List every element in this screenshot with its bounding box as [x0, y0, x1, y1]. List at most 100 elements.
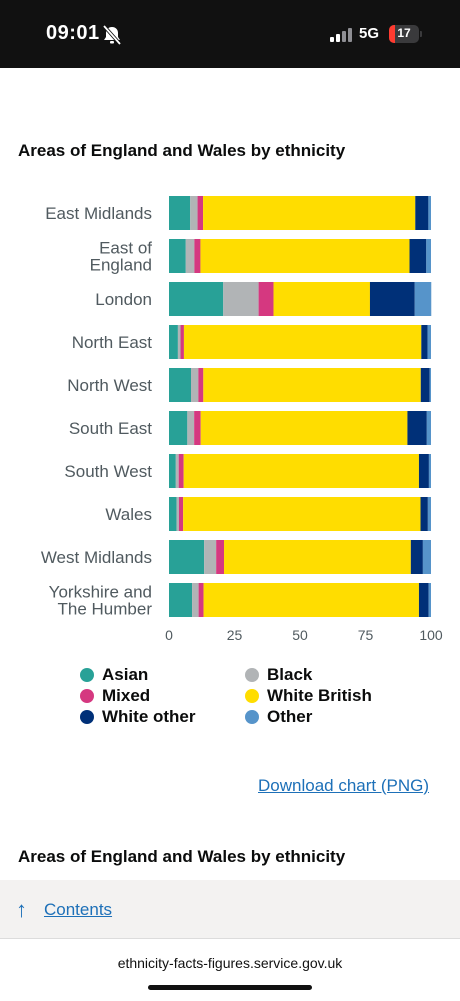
bar-segment: [414, 282, 432, 316]
bar-segment: [169, 239, 186, 273]
legend-swatch: [80, 710, 94, 724]
bar-segment: [203, 196, 416, 230]
bar-segment: [169, 282, 224, 316]
category-label: South West: [64, 462, 152, 481]
bar-segment: [183, 325, 422, 359]
category-label: West Midlands: [41, 548, 152, 567]
x-tick-label: 75: [358, 627, 374, 643]
url-text: ethnicity-facts-figures.service.gov.uk: [117, 955, 343, 971]
bar-segment: [169, 325, 178, 359]
bar-segment: [175, 454, 179, 488]
bar-segment: [194, 411, 201, 445]
bar-segment: [169, 368, 192, 402]
browser-url-bar[interactable]: ethnicity-facts-figures.service.gov.uk: [0, 938, 460, 1001]
category-label: North East: [72, 333, 153, 352]
bar-segment: [169, 583, 193, 617]
bar-segment: [187, 411, 195, 445]
category-label: Wales: [105, 505, 152, 524]
bar-segment: [273, 282, 370, 316]
x-tick-label: 100: [419, 627, 443, 643]
bar-segment: [428, 583, 431, 617]
bar-segment: [258, 282, 274, 316]
category-label: East of England: [90, 239, 153, 275]
bar-segment: [177, 325, 181, 359]
chart-heading: Areas of England and Wales by ethnicity: [18, 141, 346, 160]
bar-segment: [203, 368, 421, 402]
bar-segment: [169, 411, 188, 445]
bar-segment: [369, 282, 415, 316]
arrow-up-icon: ↑: [16, 897, 27, 922]
bar-segment: [169, 497, 177, 531]
silent-bell-icon: [102, 25, 122, 45]
bar-segment: [185, 239, 195, 273]
x-tick-label: 50: [292, 627, 308, 643]
category-label: North West: [67, 376, 152, 395]
legend-label: Mixed: [102, 686, 151, 705]
x-tick-label: 0: [165, 627, 173, 643]
download-chart-link[interactable]: Download chart (PNG): [258, 776, 430, 795]
contents-bar: ↑ Contents: [0, 880, 460, 938]
bar-segment: [169, 540, 205, 574]
bar-segment: [203, 583, 419, 617]
status-time: 09:01: [46, 22, 100, 44]
bar-segment: [200, 411, 408, 445]
legend-label: White other: [102, 707, 196, 726]
bar-segment: [428, 196, 431, 230]
category-label: East Midlands: [45, 204, 152, 223]
bar-segment: [194, 239, 201, 273]
category-label: London: [95, 290, 152, 309]
battery-icon: 17: [389, 25, 419, 43]
bar-segment: [428, 454, 431, 488]
bar-segment: [197, 196, 204, 230]
legend-label: Asian: [102, 665, 149, 684]
bar-segment: [169, 196, 191, 230]
bar-segment: [176, 497, 179, 531]
legend-swatch: [245, 710, 259, 724]
bar-segment: [190, 196, 198, 230]
bar-segment: [420, 497, 428, 531]
bar-segment: [418, 454, 429, 488]
network-type: 5G: [359, 25, 380, 42]
bar-segment: [418, 583, 429, 617]
bar-segment: [415, 196, 429, 230]
bar-segment: [216, 540, 225, 574]
bar-segment: [183, 454, 419, 488]
status-bar: 09:01 5G 17: [0, 0, 460, 68]
battery-level: 17: [397, 26, 411, 40]
bar-segment: [224, 540, 411, 574]
contents-link[interactable]: Contents: [44, 900, 113, 919]
legend-label: White British: [267, 686, 372, 705]
legend-swatch: [80, 668, 94, 682]
bar-segment: [410, 540, 423, 574]
bar-segment: [178, 497, 184, 531]
bar-segment: [427, 497, 431, 531]
bar-segment: [223, 282, 259, 316]
bar-segment: [426, 239, 431, 273]
bar-segment: [198, 583, 204, 617]
bar-segment: [198, 368, 204, 402]
bar-segment: [183, 497, 421, 531]
bar-segment: [429, 368, 431, 402]
cellular-signal-icon: [330, 28, 352, 42]
bar-segment: [426, 411, 431, 445]
home-indicator[interactable]: [148, 985, 312, 990]
bar-segment: [407, 411, 427, 445]
legend-swatch: [245, 668, 259, 682]
bar-segment: [192, 583, 199, 617]
bar-segment: [409, 239, 427, 273]
bar-segment: [422, 540, 431, 574]
bar-segment: [421, 325, 428, 359]
bar-segment: [427, 325, 431, 359]
legend-label: Black: [267, 665, 313, 684]
battery-tip: [420, 31, 422, 37]
legend-swatch: [80, 689, 94, 703]
legend-swatch: [245, 689, 259, 703]
next-chart-heading: Areas of England and Wales by ethnicity: [18, 847, 346, 866]
x-tick-label: 25: [227, 627, 243, 643]
bar-segment: [169, 454, 176, 488]
bar-segment: [178, 454, 184, 488]
bar-segment: [180, 325, 184, 359]
legend-label: Other: [267, 707, 313, 726]
stacked-bar-chart: East Midlands East of England London North E…: [41, 196, 443, 643]
category-label: South East: [69, 419, 152, 438]
